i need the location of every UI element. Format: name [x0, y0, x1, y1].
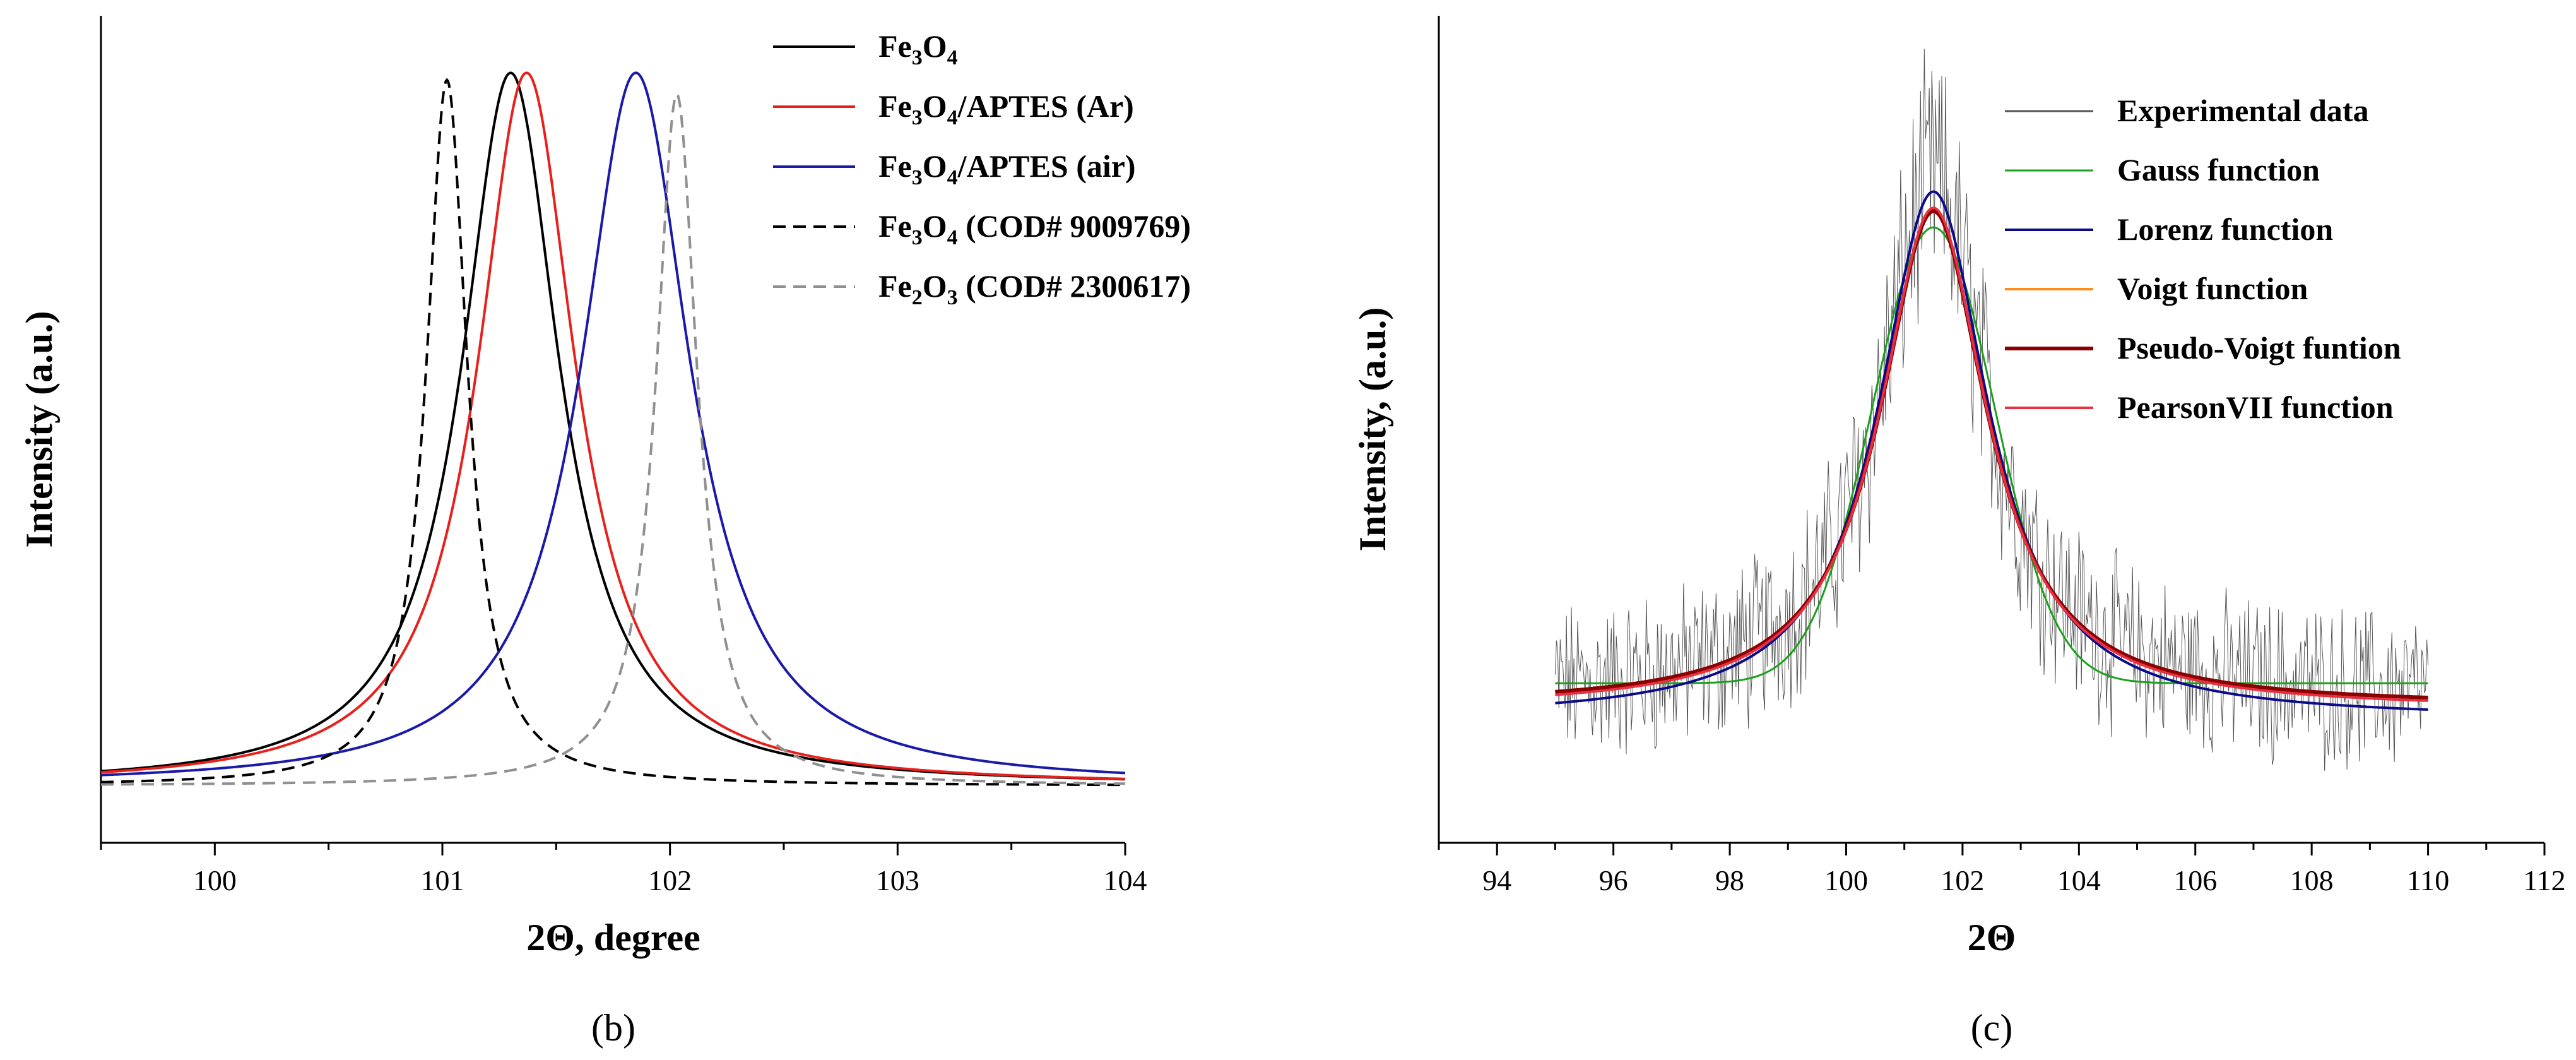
panel-c-x-tick-label: 98: [1715, 864, 1744, 896]
panel-b-series-line: [101, 78, 1125, 787]
panel-c-chart: 94 96 98 100 102 104 106 108 110 112 Intensity, (…: [1352, 16, 2566, 1049]
panel-b-x-ticks: 100 101 102 103 104: [100, 843, 1147, 896]
panel-b-legend: Fe3O4 Fe3O4/APTES (Ar) Fe3O4/APTES (air) Fe…: [773, 28, 1191, 309]
panel-c-x-ticks: 94 96 98 100 102 104 106 108 110 112: [1438, 843, 2566, 896]
panel-c-y-axis-title: Intensity, (a.u.): [1352, 307, 1393, 552]
panel-b-chart: 100 101 102 103 104 Intensity (a.u.) 2Θ, deg…: [18, 16, 1191, 1049]
panel-c-legend-label: PearsonVII function: [2117, 390, 2394, 425]
panel-b-legend-label: Fe3O4/APTES (Ar): [878, 88, 1134, 129]
panel-c-x-tick-label: 112: [2523, 864, 2565, 896]
panel-c-x-tick-label: 100: [1824, 864, 1868, 896]
panel-b-legend-label: Fe3O4/APTES (air): [878, 148, 1136, 189]
panel-b-series-line: [100, 71, 1126, 777]
panel-b-legend-label: Fe2O3 (COD# 2300617): [878, 268, 1191, 309]
panel-b-x-tick-label: 102: [648, 864, 692, 896]
panel-c-legend-label: Pseudo-Voigt funtion: [2117, 330, 2401, 366]
panel-c-legend-label: Voigt function: [2117, 271, 2308, 306]
panel-b-series-line: [101, 92, 1126, 786]
panel-b-label: (b): [591, 1007, 635, 1049]
panel-b-x-tick-label: 103: [876, 864, 919, 896]
panel-b-y-axis-title: Intensity (a.u.): [18, 311, 60, 547]
panel-b-legend-label: Fe3O4: [878, 28, 958, 69]
panel-b-plot-frame: [101, 16, 1125, 843]
panel-b-x-tick-label: 104: [1104, 864, 1147, 896]
panel-b-series-line: [100, 71, 1125, 780]
panel-c-legend-label: Gauss function: [2117, 152, 2320, 188]
panel-b-x-tick-label: 100: [193, 864, 237, 896]
panel-b-legend-label: Fe3O4 (COD# 9009769): [878, 208, 1191, 249]
panel-b-x-axis-title: 2Θ, degree: [526, 917, 700, 958]
panel-c-legend: Experimental data Gauss function Lorenz fu…: [2005, 93, 2401, 425]
panel-c-fit-line: [1555, 206, 2428, 702]
panel-c-x-tick-label: 96: [1599, 864, 1628, 896]
panel-c-label: (c): [1971, 1007, 2013, 1049]
panel-c-x-tick-label: 94: [1482, 864, 1511, 896]
panel-c-x-tick-label: 110: [2407, 864, 2449, 896]
panel-c-legend-label: Experimental data: [2117, 93, 2369, 128]
panel-c-x-tick-label: 104: [2057, 864, 2101, 896]
panel-b-x-tick-label: 101: [421, 864, 464, 896]
panel-c-legend-label: Lorenz function: [2117, 211, 2333, 247]
panel-c-x-tick-label: 108: [2290, 864, 2334, 896]
panel-c-x-tick-label: 106: [2173, 864, 2217, 896]
panel-c-fit-line: [1555, 226, 2428, 684]
panel-c-x-tick-label: 102: [1941, 864, 1984, 896]
panel-c-curves: [1554, 49, 2429, 771]
panel-c-x-axis-title: 2Θ: [1968, 917, 2016, 958]
panel-c-experimental-line: [1554, 49, 2429, 771]
panel-c-fit-line: [1555, 190, 2428, 711]
panel-b-curves: [100, 71, 1126, 787]
